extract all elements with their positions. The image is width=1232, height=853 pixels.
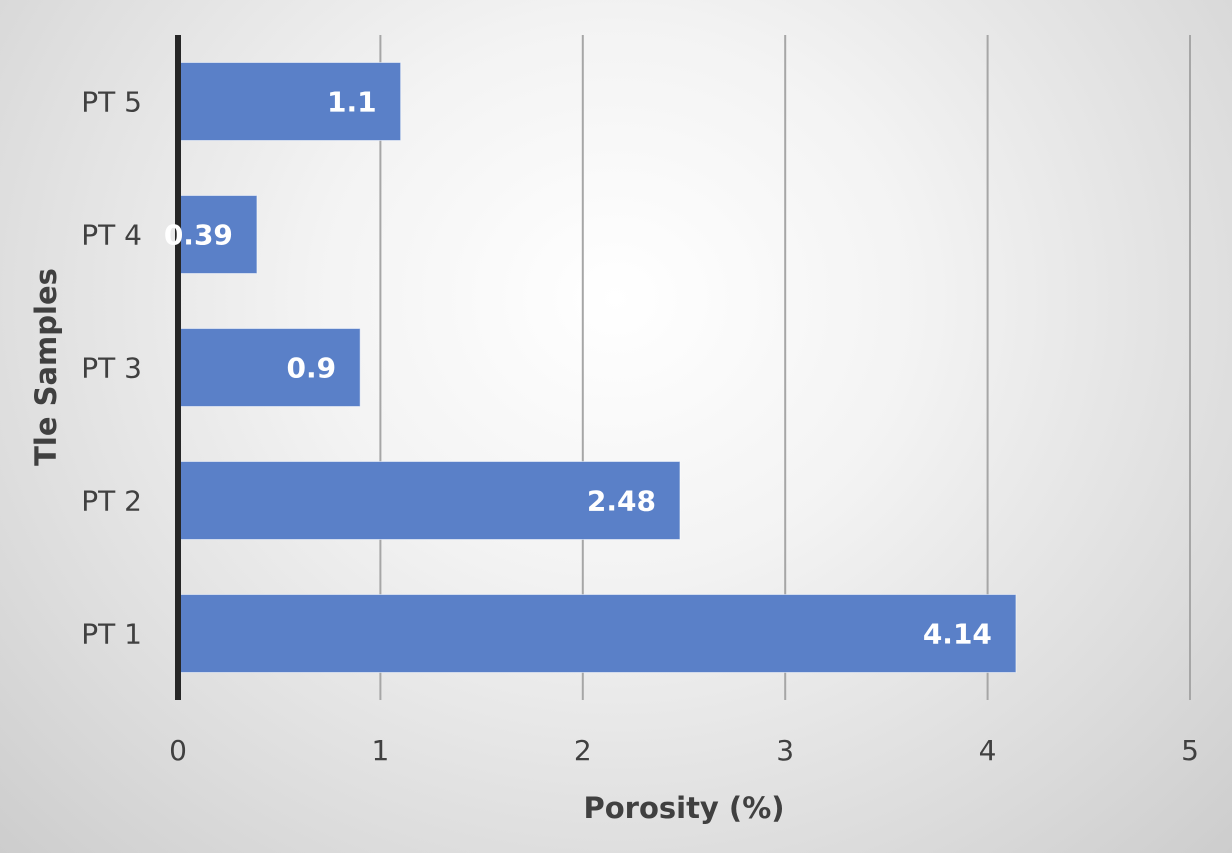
data-label-pt-4: 0.39: [164, 219, 233, 252]
x-tick-label-1: 1: [371, 734, 389, 767]
gridlines: [379, 35, 1191, 700]
data-label-pt-2: 2.48: [587, 485, 656, 518]
category-label-pt-5: PT 5: [81, 86, 142, 119]
x-axis-title: Porosity (%): [583, 791, 784, 825]
y-axis-title: Tle Samples: [29, 268, 63, 466]
x-tick-label-5: 5: [1181, 734, 1199, 767]
data-labels: 4.14 2.48 0.9 0.39 1.1: [164, 86, 992, 651]
category-label-pt-2: PT 2: [81, 485, 142, 518]
data-label-pt-5: 1.1: [327, 86, 377, 119]
bar-pt-4: [177, 195, 258, 274]
x-tick-label-0: 0: [169, 734, 187, 767]
x-tick-label-3: 3: [776, 734, 794, 767]
category-label-pt-4: PT 4: [81, 219, 142, 252]
x-tick-labels: 0 1 2 3 4 5: [169, 734, 1199, 767]
data-label-pt-3: 0.9: [287, 352, 337, 385]
bar-pt-1: [177, 594, 1017, 673]
bar-pt-3: [177, 328, 361, 407]
category-label-pt-1: PT 1: [81, 618, 142, 651]
bar-pt-5: [177, 62, 402, 141]
category-label-pt-3: PT 3: [81, 352, 142, 385]
x-tick-label-2: 2: [574, 734, 592, 767]
x-tick-label-4: 4: [979, 734, 997, 767]
data-label-pt-1: 4.14: [923, 618, 992, 651]
category-labels: PT 1 PT 2 PT 3 PT 4 PT 5: [81, 86, 142, 651]
